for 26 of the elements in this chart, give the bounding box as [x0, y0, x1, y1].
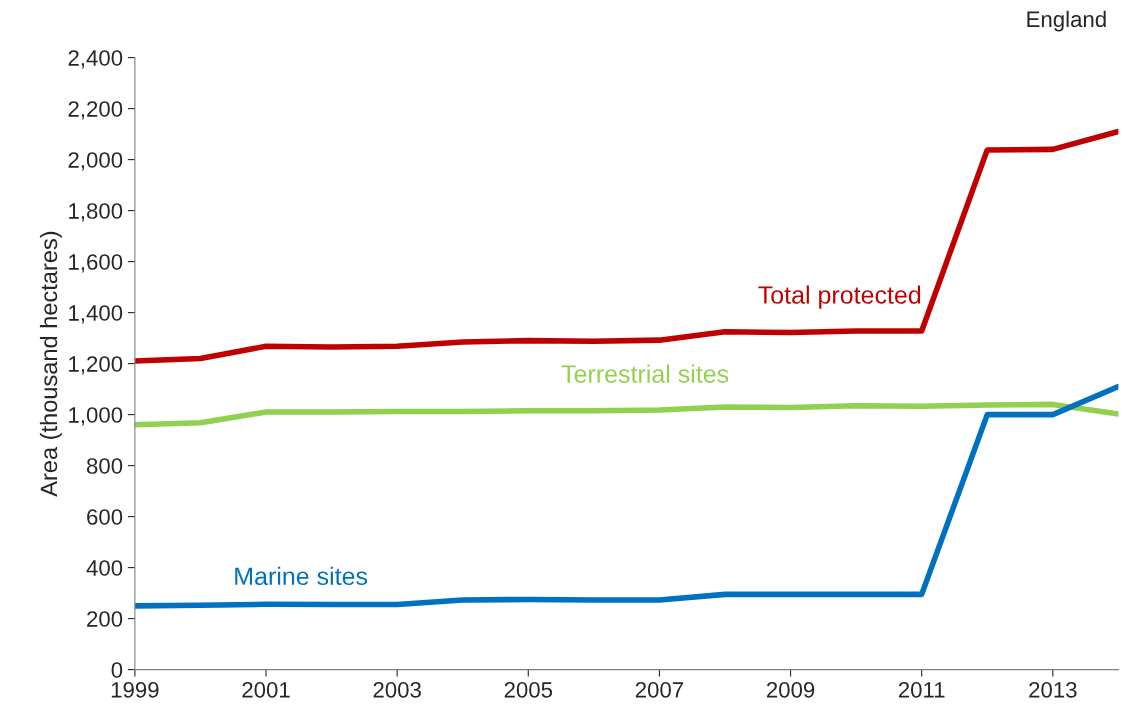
y-tick-label: 1,600: [69, 254, 123, 273]
y-axis-title: Area (thousand hectares): [39, 231, 62, 497]
y-tick-label: 400: [86, 560, 123, 576]
y-tick-label: 1,800: [69, 203, 123, 222]
y-tick-label: 0: [111, 662, 123, 678]
y-tick-label: 800: [86, 458, 123, 474]
text: England: [1027, 10, 1106, 32]
series-label: Terrestrial sites: [561, 364, 729, 383]
y-tick-label: 1,200: [69, 356, 123, 375]
x-tick-label: 2009: [766, 681, 815, 698]
x-tick-label: 2007: [635, 681, 684, 698]
y-tick-label: 2,200: [68, 101, 123, 120]
x-tick-label: 1999: [111, 681, 159, 698]
y-tick-label: 2,400: [68, 50, 123, 69]
x-tick-label: 2013: [1029, 681, 1077, 698]
y-tick-label: 1,000: [69, 407, 123, 426]
series-label: Marine sites: [235, 566, 368, 586]
y-tick-label: 2,000: [68, 152, 123, 171]
y-tick-label: 600: [87, 509, 123, 525]
y-tick-label: 200: [87, 611, 123, 627]
series-label: Total protected: [758, 285, 921, 309]
x-tick-label: 2003: [373, 681, 421, 698]
x-tick-label: 2005: [504, 681, 553, 698]
y-tick-label: 1,400: [69, 305, 123, 324]
x-tick-label: 2001: [242, 681, 290, 698]
x-tick-label: 2011: [898, 681, 945, 698]
